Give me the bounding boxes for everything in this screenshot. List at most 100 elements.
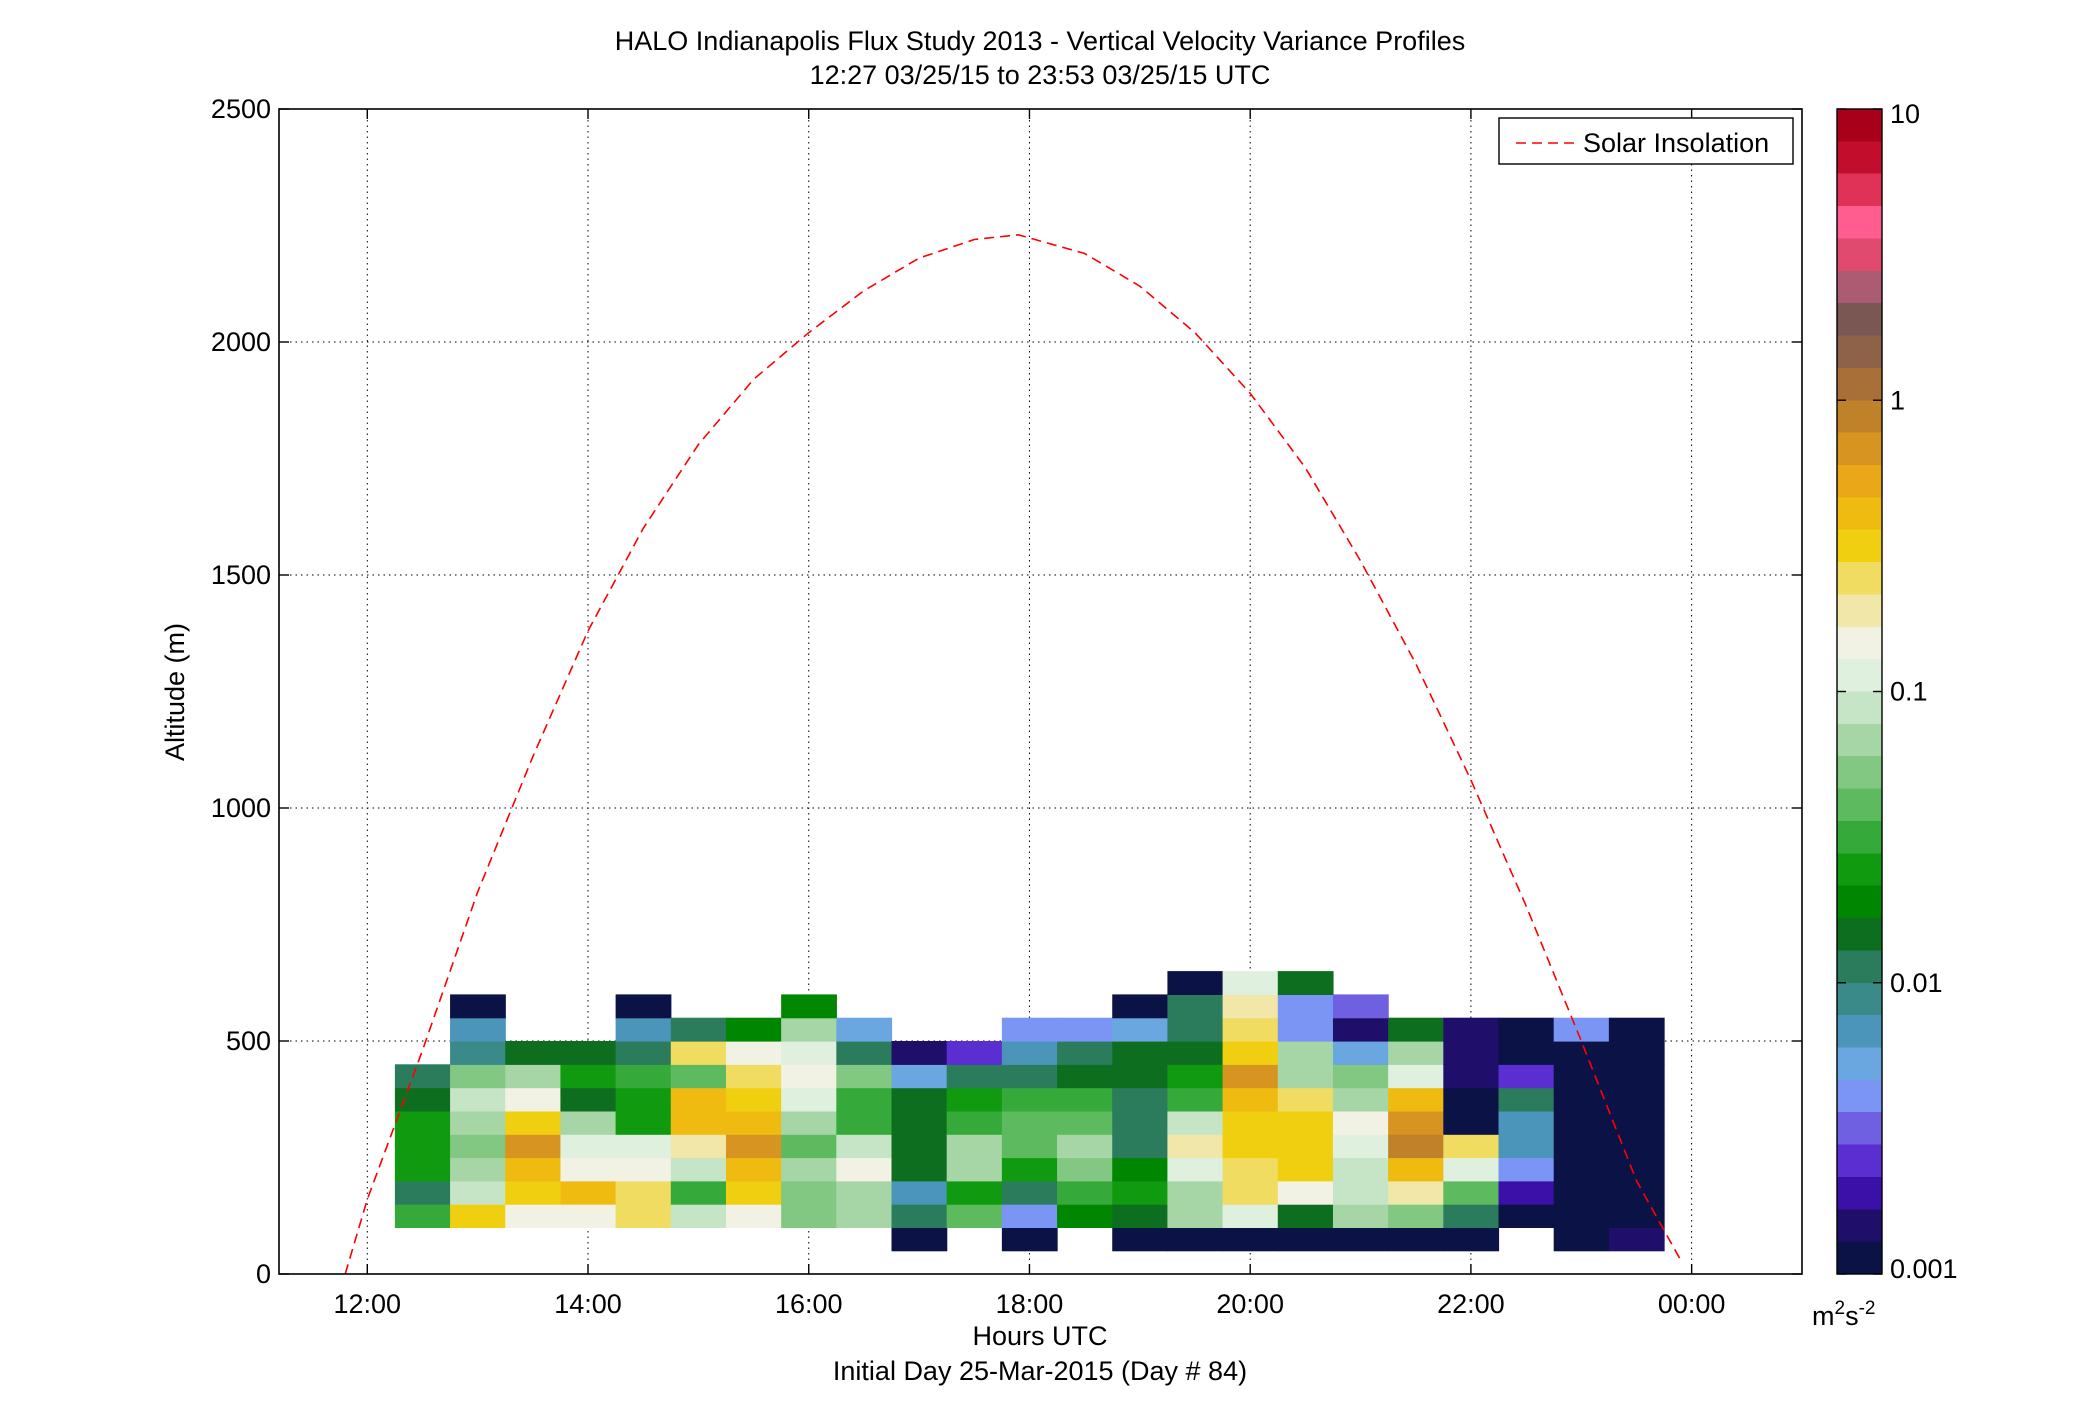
heatmap-cell [725,1134,782,1159]
heatmap-cell [781,1017,837,1042]
colorbar: 0.001 0.01 0.1 1 10 m2s-2 [1812,99,1958,1331]
heatmap-cell [1498,1017,1555,1042]
colorbar-tick-label: 1 [1890,385,1905,415]
heatmap-cell [394,1204,451,1228]
heatmap-cell [1057,1134,1113,1159]
heatmap-cell [560,1064,617,1089]
heatmap-cell [1332,994,1389,1019]
heatmap-cell [1608,1110,1665,1135]
axis-ticks: 12:00 14:00 16:00 18:00 20:00 22:00 00:00 0 500 1… [211,94,1802,1319]
chart-title: HALO Indianapolis Flux Study 2013 - Vert… [615,26,1465,56]
heatmap-cell [1112,1041,1169,1065]
heatmap-cell [1222,1110,1279,1135]
heatmap-cell [1277,1017,1334,1042]
heatmap-cell [1388,1087,1444,1112]
heatmap-cell [1443,1227,1500,1252]
heatmap-cell [1332,1157,1389,1182]
heatmap-cell [1553,1157,1610,1182]
heatmap-cell [1001,1180,1058,1205]
heatmap-cell [450,994,506,1019]
heatmap-cell [1332,1064,1389,1089]
heatmap-cell [1608,1017,1665,1042]
heatmap-cell [1332,1227,1389,1252]
heatmap-cell [1332,1017,1389,1042]
heatmap-cell [615,1134,672,1159]
heatmap-cell [1443,1157,1500,1182]
heatmap-cell [560,1087,617,1112]
heatmap-cell [781,1041,837,1065]
x-axis-sublabel: Initial Day 25-Mar-2015 (Day # 84) [833,1356,1247,1386]
heatmap-cell [725,1157,782,1182]
heatmap-cell [891,1180,948,1205]
heatmap-cell [1112,1180,1169,1205]
colorbar-unit: m2s-2 [1812,1298,1875,1331]
heatmap-cell [725,1180,782,1205]
heatmap-cell [1222,1204,1279,1228]
heatmap-cell [505,1087,562,1112]
heatmap-cell [836,1041,893,1065]
heatmap-cell [1001,1087,1058,1112]
y-tick-label: 1500 [211,560,271,590]
heatmap-cell [1443,1087,1500,1112]
colorbar-unit-base: m [1812,1301,1835,1331]
heatmap-cell [781,1134,837,1159]
heatmap-cell [1498,1157,1555,1182]
y-axis-label: Altitude (m) [160,623,190,761]
plot-frame [278,108,1803,1275]
heatmap-cell [450,1180,506,1205]
heatmap-cell [1001,1041,1058,1065]
heatmap-cell [1608,1064,1665,1089]
heatmap-cell [1001,1157,1058,1182]
heatmap-cell [1222,994,1279,1019]
heatmap-cell [1498,1180,1555,1205]
heatmap-cell [394,1064,451,1089]
heatmap-cell [394,1110,451,1135]
colorbar-tick-label: 0.001 [1890,1254,1958,1284]
heatmap-cell [1277,971,1334,995]
heatmap-cell [1277,1041,1334,1065]
heatmap-cell [1443,1041,1500,1065]
heatmap-cell [1553,1087,1610,1112]
heatmap-cell [670,1064,727,1089]
heatmap-cell [946,1180,1003,1205]
heatmap-cell [1112,1157,1169,1182]
x-axis-label: Hours UTC [972,1321,1107,1351]
heatmap-cell [1388,1064,1444,1089]
heatmap-cell [1608,1227,1665,1252]
heatmap-cell [1222,1227,1279,1252]
heatmap-cell [1388,1180,1444,1205]
heatmap-cell [1277,1134,1334,1159]
heatmap-cell [1332,1041,1389,1065]
heatmap-cell [615,1064,672,1089]
heatmap-cell [946,1087,1003,1112]
heatmap-cell [836,1017,893,1042]
heatmap-cell [670,1017,727,1042]
y-tick-label: 500 [226,1026,271,1056]
colorbar-tick-label: 10 [1890,99,1920,129]
heatmap-cell [1498,1204,1555,1228]
heatmap-cell [1498,1087,1555,1112]
heatmap-cell [1001,1227,1058,1252]
heatmap-cell [450,1087,506,1112]
heatmap-cell [725,1064,782,1089]
heatmap-cell [560,1041,617,1065]
heatmap-cell [1277,1227,1334,1252]
heatmap-cell [836,1157,893,1182]
x-tick-label: 20:00 [1216,1289,1284,1319]
heatmap-cell [670,1041,727,1065]
heatmap-cell [1388,1204,1444,1228]
heatmap-cell [781,1157,837,1182]
colorbar-unit-exp1: 2 [1835,1298,1846,1319]
heatmap-cell [836,1064,893,1089]
heatmap-cells [394,971,1665,1252]
heatmap-cell [1057,1041,1113,1065]
heatmap-cell [1553,1041,1610,1065]
heatmap-cell [1498,1064,1555,1089]
heatmap-cell [505,1110,562,1135]
heatmap-cell [1608,1180,1665,1205]
heatmap-cell [1112,1064,1169,1089]
heatmap-cell [781,994,837,1019]
heatmap-cell [1001,1110,1058,1135]
heatmap-cell [1112,1204,1169,1228]
heatmap-cell [1553,1064,1610,1089]
